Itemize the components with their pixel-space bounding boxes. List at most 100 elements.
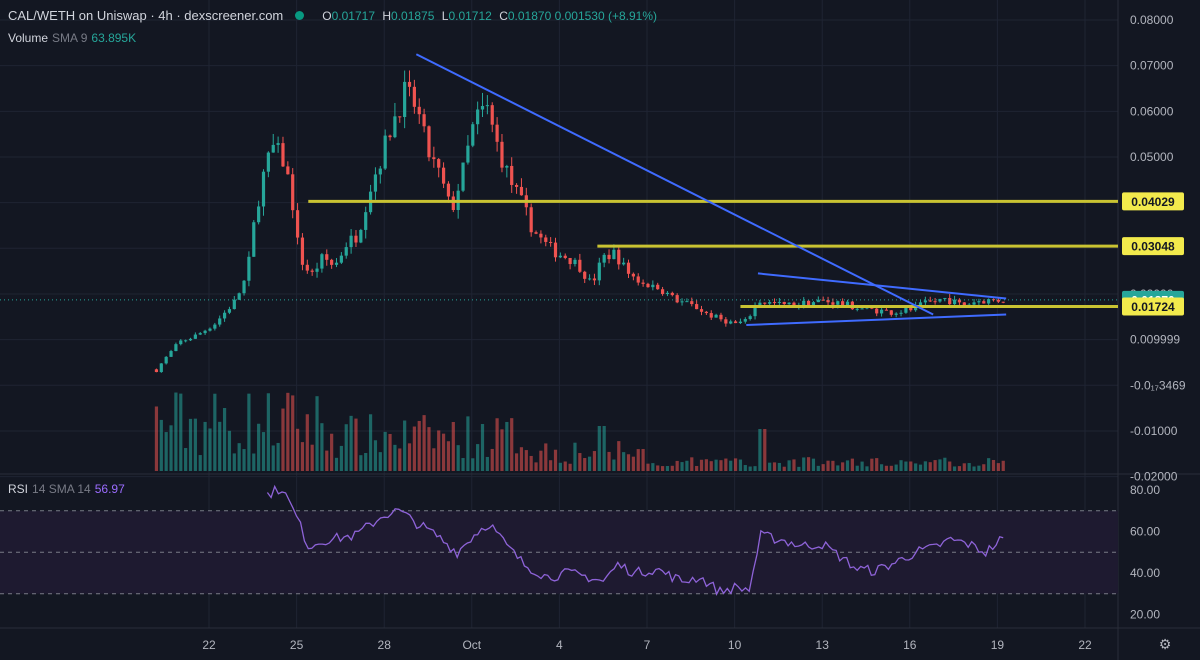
volume-bar	[364, 452, 368, 471]
candle-body	[242, 280, 246, 294]
volume-bar	[768, 462, 772, 471]
candle-body	[539, 233, 543, 238]
candle-body	[923, 300, 927, 303]
volume-bar	[685, 460, 689, 471]
volume-bar	[943, 457, 947, 471]
candle-body	[271, 144, 275, 153]
candle-body	[412, 86, 416, 107]
candle-body	[938, 298, 942, 302]
live-status-dot	[295, 11, 305, 20]
volume-bar	[909, 461, 913, 471]
candle-body	[714, 314, 718, 318]
level-badge	[1122, 297, 1184, 316]
candle-body	[330, 259, 334, 265]
candle-body	[519, 186, 524, 196]
candle-body	[164, 356, 168, 364]
price-axis-label: 0.07000	[1130, 59, 1174, 73]
volume-bar	[977, 465, 981, 471]
volume-bar	[797, 466, 801, 471]
volume-bar	[763, 429, 767, 471]
candle-body	[276, 143, 280, 145]
time-axis-label: Oct	[462, 638, 481, 652]
candle-body	[699, 309, 704, 312]
gear-icon[interactable]: ⚙	[1158, 636, 1172, 652]
candle-body	[1001, 301, 1005, 303]
rsi-band	[0, 510, 1118, 594]
volume-bar	[772, 462, 777, 471]
candle-body	[972, 302, 976, 305]
candle-body	[977, 301, 981, 303]
volume-bar	[899, 460, 903, 471]
candle-body	[310, 270, 314, 272]
candle-body	[505, 165, 509, 168]
volume-bar	[845, 460, 850, 471]
volume-bar	[427, 427, 431, 471]
volume-bar	[928, 462, 932, 471]
volume-bar	[602, 426, 606, 471]
candle-body	[364, 212, 368, 230]
volume-bar	[174, 392, 178, 471]
volume-bars	[154, 392, 1005, 471]
candle-body	[461, 162, 465, 191]
volume-bar	[378, 452, 382, 471]
volume-bar	[617, 441, 621, 471]
volume-bar	[967, 463, 971, 471]
volume-bar	[894, 464, 898, 471]
volume-bar	[198, 455, 202, 471]
volume-bar	[159, 419, 163, 471]
volume-bar	[646, 463, 650, 471]
candle-body	[573, 259, 577, 265]
candle-body	[417, 106, 421, 115]
candle-body	[777, 301, 781, 303]
volume-bar	[417, 420, 421, 471]
volume-bar	[534, 462, 538, 471]
candle-body	[432, 157, 436, 160]
candle-body	[884, 309, 889, 311]
volume-bar	[539, 450, 543, 471]
time-axis-label: 10	[728, 638, 742, 652]
candle-body	[660, 289, 665, 294]
volume-bar	[709, 461, 713, 471]
candle-body	[437, 159, 441, 168]
volume-bar	[904, 461, 908, 471]
close-label: C	[499, 8, 508, 23]
volume-bar	[271, 445, 275, 471]
candle-body	[315, 268, 319, 272]
candle-body	[758, 302, 762, 306]
candle-body	[500, 141, 504, 168]
candle-body	[451, 196, 455, 210]
price-axis-label: 0.009999	[1130, 333, 1180, 347]
time-axis-label: 13	[816, 638, 830, 652]
volume-bar	[918, 464, 923, 471]
volume-bar	[529, 455, 533, 471]
volume-bar	[695, 465, 699, 471]
volume-bar	[222, 408, 227, 471]
candle-body	[514, 184, 519, 187]
volume-bar	[957, 466, 962, 471]
candle-body	[675, 295, 679, 303]
time-axis: 22 25 28 Oct 4 7 10 13 16 19 22	[202, 638, 1092, 652]
candle-body	[704, 311, 708, 314]
candle-body	[987, 299, 991, 304]
volume-bar	[884, 465, 889, 471]
volume-bar	[476, 444, 480, 471]
volume-bar	[490, 448, 494, 471]
candle-body	[724, 319, 728, 324]
candle-body	[665, 292, 670, 294]
volume-bar	[388, 433, 392, 471]
volume-bar	[631, 456, 635, 471]
volume-bar	[651, 463, 655, 471]
open-value: 0.01717	[331, 8, 376, 23]
volume-bar	[441, 433, 446, 471]
volume-bar	[398, 448, 402, 471]
candle-body	[291, 174, 295, 211]
candle-body	[188, 338, 193, 341]
candle-body	[305, 264, 309, 271]
rsi-axis-label: 40.00	[1130, 566, 1160, 580]
candle-body	[952, 299, 957, 305]
volume-bar	[281, 408, 285, 471]
volume-bar	[996, 463, 1000, 471]
candle-body	[184, 340, 188, 342]
volume-bar	[714, 459, 718, 471]
